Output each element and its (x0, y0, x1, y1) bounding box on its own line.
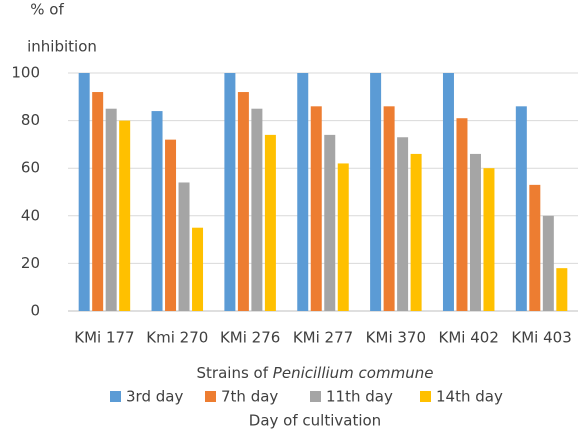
x-axis-label: Strains of Penicillium commune (197, 364, 434, 382)
y-tick-label: 40 (21, 206, 40, 224)
bar (178, 182, 190, 311)
bar (224, 73, 236, 311)
y-axis-label: % of (30, 1, 64, 19)
bar (529, 184, 541, 311)
x-tick-label: KMi 177 (74, 329, 134, 347)
bar (515, 106, 527, 311)
bar (556, 268, 568, 311)
bar (383, 106, 395, 311)
x-tick-label: KMi 276 (220, 329, 280, 347)
bar (297, 73, 309, 311)
bar (237, 92, 249, 311)
x-tick-label: KMi 370 (366, 329, 426, 347)
bar (105, 108, 117, 311)
x-tick-label: Kmi 270 (146, 329, 208, 347)
bar (92, 92, 104, 311)
legend-title: Day of cultivation (249, 412, 381, 430)
legend-swatch (420, 391, 431, 402)
bar (165, 139, 177, 311)
bar (397, 137, 409, 311)
bar (324, 134, 336, 311)
bar (542, 215, 554, 311)
y-tick-label: 100 (11, 64, 40, 82)
bar (469, 153, 481, 311)
legend-swatch (310, 391, 321, 402)
bar (442, 73, 454, 311)
bar (78, 73, 90, 311)
bar (251, 108, 263, 311)
legend-swatch (205, 391, 216, 402)
bar (410, 153, 422, 311)
bar (456, 118, 468, 311)
bar (337, 163, 349, 311)
bar (483, 168, 495, 311)
bar (192, 227, 204, 311)
legend-label: 14th day (436, 388, 503, 406)
legend-label: 7th day (221, 388, 278, 406)
bar (151, 111, 163, 311)
bar (370, 73, 382, 311)
x-tick-label: KMi 403 (511, 329, 571, 347)
legend-label: 3rd day (126, 388, 183, 406)
y-axis-label: inhibition (27, 38, 97, 56)
x-axis-label-italic: Penicillium commune (273, 364, 434, 382)
y-tick-label: 20 (21, 254, 40, 272)
legend-label: 11th day (326, 388, 393, 406)
bar (264, 134, 276, 311)
x-axis-label-text: Strains of (197, 364, 269, 382)
y-tick-label: 0 (30, 302, 40, 320)
x-tick-label: KMi 277 (293, 329, 353, 347)
bar (310, 106, 322, 311)
x-tick-label: KMi 402 (439, 329, 499, 347)
bar (119, 120, 131, 311)
y-tick-label: 80 (21, 111, 40, 129)
y-tick-label: 60 (21, 159, 40, 177)
legend-swatch (110, 391, 121, 402)
